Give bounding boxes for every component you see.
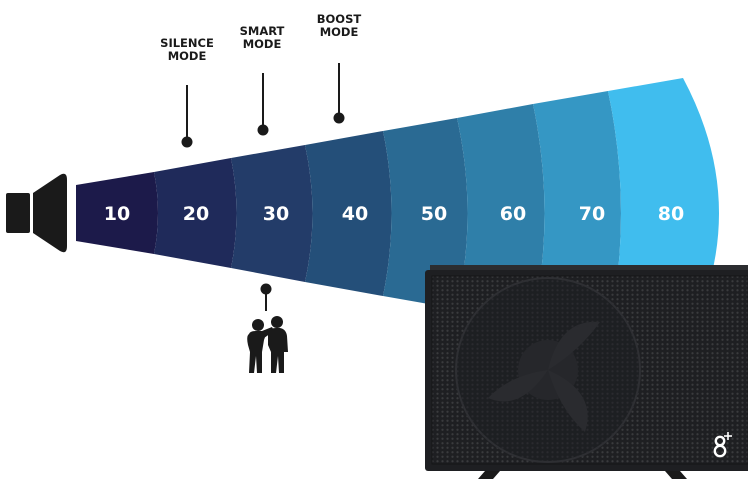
brand-logo-icon	[713, 432, 732, 458]
band-40	[305, 131, 392, 296]
mode-label-boost-line1: BOOST	[317, 12, 362, 26]
heat-pump-unit-icon	[425, 265, 748, 479]
mode-marker-boost: BOOST MODE	[317, 12, 362, 124]
band-label-20: 20	[183, 203, 209, 225]
band-label-30: 30	[263, 203, 289, 225]
band-30	[231, 145, 313, 282]
two-people-talking-icon	[247, 316, 288, 373]
band-label-40: 40	[342, 203, 368, 225]
band-label-80: 80	[658, 203, 684, 225]
band-label-70: 70	[579, 203, 605, 225]
conversation-marker	[247, 283, 288, 373]
band-label-10: 10	[104, 203, 130, 225]
mode-marker-silence: SILENCE MODE	[160, 36, 214, 148]
mode-label-smart-line2: MODE	[243, 37, 282, 51]
mode-label-silence-line1: SILENCE	[160, 36, 214, 50]
band-label-50: 50	[421, 203, 447, 225]
band-10	[76, 172, 158, 254]
band-labels: 10 20 30 40 50 60 70 80	[104, 203, 684, 225]
mode-label-silence-line2: MODE	[168, 49, 207, 63]
band-20	[154, 158, 237, 268]
mode-marker-smart: SMART MODE	[240, 24, 285, 136]
mode-label-boost-line2: MODE	[320, 25, 359, 39]
speaker-icon	[6, 173, 67, 253]
band-label-60: 60	[500, 203, 526, 225]
mode-label-smart-line1: SMART	[240, 24, 285, 38]
band-50	[383, 118, 468, 309]
